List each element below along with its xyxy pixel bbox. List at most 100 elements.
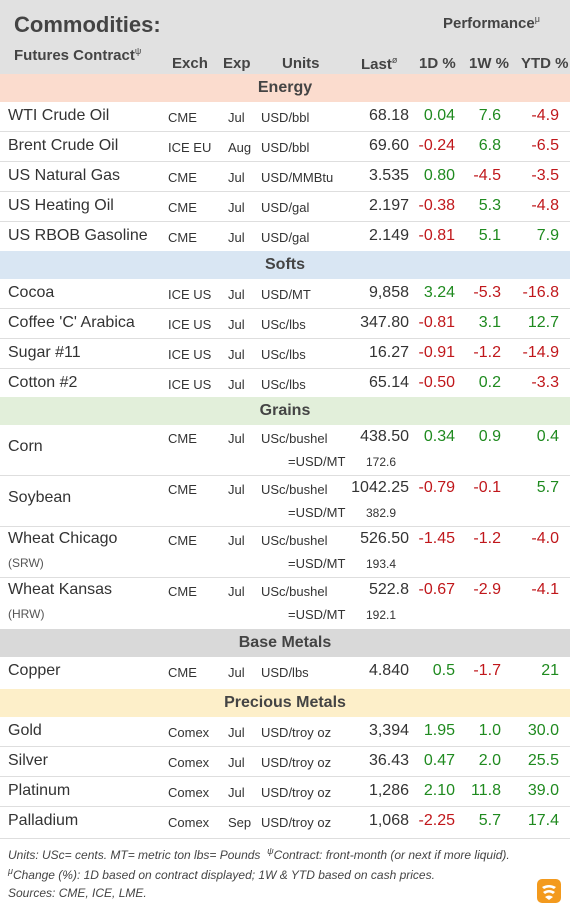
change-1d-value: -0.38 xyxy=(418,197,455,214)
expiry-value: Jul xyxy=(228,200,245,215)
exchange-value: CME xyxy=(168,482,197,497)
change-ytd-value: 7.9 xyxy=(536,227,559,244)
table-row: Corn CME Jul USc/bushel 438.50 0.34 0.9 0.4 =USD… xyxy=(0,425,570,476)
expiry-value: Jul xyxy=(228,665,245,680)
column-header-1d: 1D % xyxy=(419,55,456,72)
exchange-value: Comex xyxy=(168,815,210,830)
change-1d-value: -0.81 xyxy=(418,227,455,244)
row-divider xyxy=(0,526,570,527)
table-row: Cotton #2 ICE US Jul USc/lbs 65.14 -0.50 0.2 -3… xyxy=(0,369,570,399)
last-price-value: 1,068 xyxy=(368,812,409,829)
units-value: USD/troy oz xyxy=(261,815,332,830)
exchange-value: Comex xyxy=(168,725,210,740)
exchange-value: ICE US xyxy=(168,347,212,362)
change-1w-value: -4.5 xyxy=(473,167,501,184)
change-1w-value: 0.9 xyxy=(478,428,501,445)
table-row: Palladium Comex Sep USD/troy oz 1,068 -2.25 5.… xyxy=(0,807,570,837)
exchange-value: ICE US xyxy=(168,317,212,332)
last-price-value: 438.50 xyxy=(360,428,409,445)
units-value: USD/gal xyxy=(261,230,310,245)
conversion-value: 193.4 xyxy=(365,557,396,571)
conversion-value: 172.6 xyxy=(365,455,396,469)
change-ytd-value: -4.8 xyxy=(531,197,559,214)
last-price-value: 522.8 xyxy=(368,581,409,598)
change-1d-value: -0.79 xyxy=(418,479,455,496)
change-1w-value: 1.0 xyxy=(478,722,501,739)
exchange-value: CME xyxy=(168,230,197,245)
commodity-name: WTI Crude Oil xyxy=(8,107,110,124)
change-1w-value: -5.3 xyxy=(473,284,501,301)
commodity-name: Cotton #2 xyxy=(8,374,78,391)
section-header-grains: Grains xyxy=(0,397,570,425)
footnote-change-text: Change (%): 1D based on contract display… xyxy=(12,868,435,882)
change-1w-value: 6.8 xyxy=(478,137,501,154)
footnote-contract-text: Contract: front-month (or next if more l… xyxy=(273,848,510,862)
last-price-value: 347.80 xyxy=(360,314,409,331)
units-value: USc/lbs xyxy=(261,347,306,362)
units-value: USD/lbs xyxy=(261,665,309,680)
commodity-name: Brent Crude Oil xyxy=(8,137,119,154)
commodity-name: Corn xyxy=(8,438,43,455)
exchange-value: ICE US xyxy=(168,377,212,392)
expiry-value: Jul xyxy=(228,431,245,446)
last-price-value: 16.27 xyxy=(368,344,409,361)
change-1d-value: 0.34 xyxy=(423,428,455,445)
table-row: US RBOB Gasoline CME Jul USD/gal 2.149 -0.81 5… xyxy=(0,222,570,252)
exchange-value: Comex xyxy=(168,755,210,770)
exchange-value: ICE US xyxy=(168,287,212,302)
performance-heading: Performanceμ xyxy=(443,14,540,32)
row-divider xyxy=(0,338,570,339)
row-divider xyxy=(0,776,570,777)
units-value: USD/gal xyxy=(261,200,310,215)
conversion-label: =USD/MT xyxy=(288,607,346,622)
units-value: USc/lbs xyxy=(261,377,306,392)
change-1w-value: -1.2 xyxy=(473,530,501,547)
footnote-units: Units: USc= cents. MT= metric ton lbs= P… xyxy=(8,846,510,862)
column-header-ytd: YTD % xyxy=(521,55,569,72)
last-price-value: 65.14 xyxy=(368,374,409,391)
table-row: Brent Crude Oil ICE EU Aug USD/bbl 69.60 -0.2… xyxy=(0,132,570,162)
change-1w-value: 2.0 xyxy=(478,752,501,769)
change-1d-value: -1.45 xyxy=(418,530,455,547)
expiry-value: Jul xyxy=(228,230,245,245)
last-price-value: 1042.25 xyxy=(351,479,409,496)
exchange-value: CME xyxy=(168,665,197,680)
change-1d-value: 3.24 xyxy=(423,284,455,301)
units-value: USc/bushel xyxy=(261,431,328,446)
commodity-name: Palladium xyxy=(8,812,79,829)
change-1d-value: 0.80 xyxy=(423,167,455,184)
change-1d-value: -0.91 xyxy=(418,344,455,361)
change-1d-value: 0.47 xyxy=(423,752,455,769)
units-value: USD/troy oz xyxy=(261,755,332,770)
last-price-value: 68.18 xyxy=(368,107,409,124)
change-ytd-value: -3.5 xyxy=(531,167,559,184)
change-1w-value: 3.1 xyxy=(478,314,501,331)
last-price-value: 9,858 xyxy=(368,284,409,301)
change-1w-value: -1.2 xyxy=(473,344,501,361)
change-ytd-value: 39.0 xyxy=(527,782,559,799)
expiry-value: Jul xyxy=(228,482,245,497)
commodity-name: US RBOB Gasoline xyxy=(8,227,148,244)
table-row: WTI Crude Oil CME Jul USD/bbl 68.18 0.04 7.6 -4… xyxy=(0,102,570,132)
exchange-value: CME xyxy=(168,170,197,185)
table-row: Cocoa ICE US Jul USD/MT 9,858 3.24 -5.3 -16.8 xyxy=(0,279,570,309)
expiry-value: Jul xyxy=(228,170,245,185)
row-divider xyxy=(0,746,570,747)
expiry-value: Jul xyxy=(228,287,245,302)
units-value: USD/bbl xyxy=(261,140,310,155)
performance-footnote-mark: μ xyxy=(534,14,540,24)
change-1d-value: 0.04 xyxy=(423,107,455,124)
section-header-precious-metals: Precious Metals xyxy=(0,689,570,717)
commodity-grade: (SRW) xyxy=(8,556,44,570)
exchange-value: CME xyxy=(168,110,197,125)
table-row: Sugar #11 ICE US Jul USc/lbs 16.27 -0.91 -1.2 -… xyxy=(0,339,570,369)
table-row: Silver Comex Jul USD/troy oz 36.43 0.47 2.0 25.… xyxy=(0,747,570,777)
change-1w-value: -0.1 xyxy=(473,479,501,496)
change-1d-value: -0.81 xyxy=(418,314,455,331)
commodity-name: Gold xyxy=(8,722,42,739)
change-1w-value: 5.7 xyxy=(478,812,501,829)
change-ytd-value: -3.3 xyxy=(531,374,559,391)
units-value: USD/MMBtu xyxy=(261,170,334,185)
row-divider xyxy=(0,368,570,369)
change-1d-value: 0.5 xyxy=(432,662,455,679)
